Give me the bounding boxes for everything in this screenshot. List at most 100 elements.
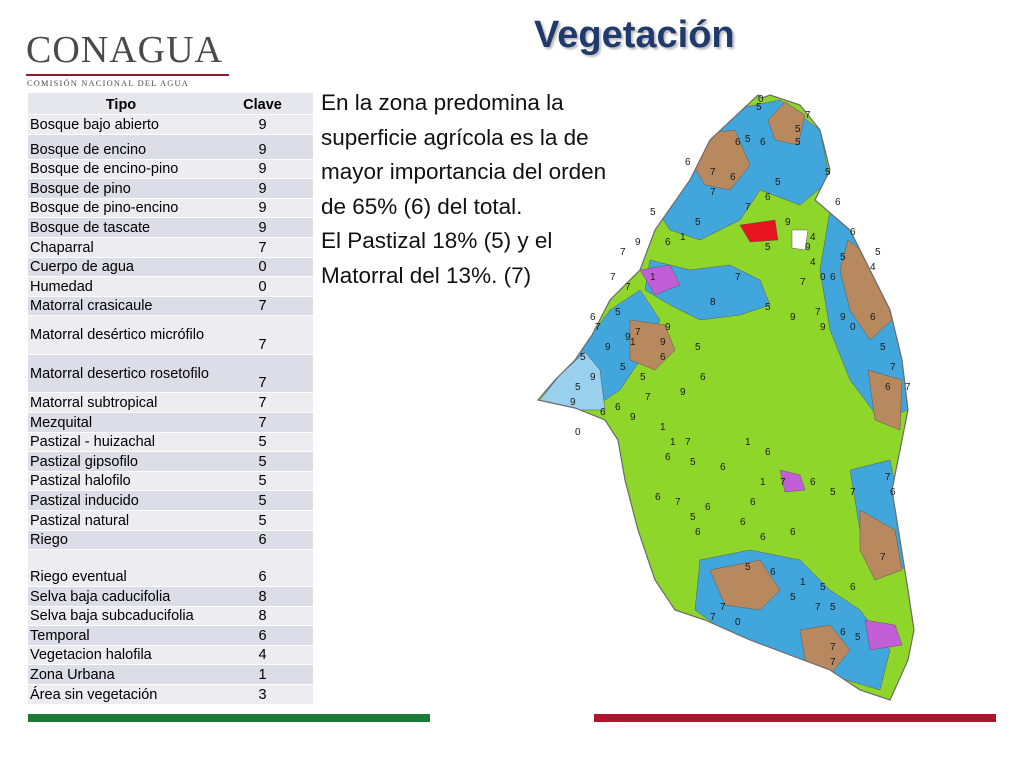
table-row: Selva baja subcaducifolia 8 [28,606,313,627]
map-zone-label: 6 [890,487,896,498]
slide-title: Vegetación [534,14,735,56]
map-outline [536,94,915,701]
map-zone-label: 6 [655,492,661,503]
cell-tipo: Matorral desertico rosetofilo [30,365,209,382]
cell-tipo: Riego eventual [30,569,127,586]
cell-tipo: Vegetacion halofila [30,647,152,664]
table-row: Matorral desértico micrófilo 7 [28,316,313,355]
map-zone-label: 6 [810,477,816,488]
conagua-logo: CONAGUA COMISIÓN NACIONAL DEL AGUA [26,30,231,92]
map-zone-label: 1 [745,437,751,448]
table-row: Zona Urbana 1 [28,665,313,686]
map-zone-label: 7 [805,110,811,121]
cell-tipo: Humedad [30,278,93,295]
map-zone-label: 5 [580,352,586,363]
map-zone-label: 9 [635,237,641,248]
map-zone-label: 7 [880,552,886,563]
description-paragraph-2: El Pastizal 18% (5) y el Matorral del 13… [321,228,553,288]
shrubland-east-2 [867,369,903,431]
map-zone-label: 6 [600,407,606,418]
map-zone-label: 6 [660,352,666,363]
map-zone-label: 5 [875,247,881,258]
map-zone-label: 6 [700,372,706,383]
map-zone-label: 6 [850,582,856,593]
cell-clave: 0 [258,278,267,295]
cell-tipo: Bosque de tascate [30,219,151,236]
cell-tipo: Riego [30,532,68,549]
cell-clave: 5 [258,453,267,470]
map-zone-label: 5 [615,307,621,318]
map-zone-label: 5 [790,592,796,603]
cell-tipo: Cuerpo de agua [30,259,134,276]
table-row: Mezquital 7 [28,412,313,433]
cell-clave: 5 [258,492,267,509]
map-zone-label: 6 [760,532,766,543]
map-zone-label: 8 [710,297,716,308]
table-row: Temporal 6 [28,626,313,646]
cell-clave: 7 [258,394,267,411]
map-zone-label: 5 [620,362,626,373]
map-zone-label: 5 [830,602,836,613]
table-row: Riego 6 [28,530,313,551]
map-zone-label: 6 [870,312,876,323]
table-row: Cuerpo de agua 0 [28,257,313,278]
map-zone-label: 7 [710,612,716,623]
table-row: Pastizal halofilo 5 [28,471,313,492]
map-zone-label: 0 [735,617,741,628]
map-zone-label: 0 [820,272,826,283]
table-row: Bosque de encino 9 [28,134,313,160]
map-zone-label: 0 [758,94,764,105]
map-zone-label: 7 [595,322,601,333]
cell-tipo: Bosque de pino-encino [30,200,179,217]
table-row: Bosque de pino 9 [28,179,313,199]
map-zone-label: 5 [795,124,801,135]
cell-clave: 6 [258,532,267,549]
map-zone-label: 6 [615,402,621,413]
cell-tipo: Bosque de pino [30,180,131,197]
cell-clave: 9 [258,219,267,236]
cell-clave: 9 [258,116,267,133]
map-zone-label: 7 [815,307,821,318]
map-zone-label: 5 [880,342,886,353]
table-row: Pastizal - huizachal 5 [28,432,313,453]
map-zone-label: 7 [735,272,741,283]
map-zone-label: 6 [835,197,841,208]
map-zone-label: 6 [850,227,856,238]
table-row: Pastizal natural 5 [28,510,313,531]
header-tipo: Tipo [105,97,137,113]
cell-clave: 9 [258,200,267,217]
cell-clave: 7 [258,298,267,315]
map-zone-label: 6 [685,157,691,168]
grassland-center [644,259,771,321]
map-zone-label: 7 [830,642,836,653]
map-zone-label: 5 [650,207,656,218]
cell-clave: 5 [258,473,267,490]
map-zone-label: 6 [665,452,671,463]
cell-tipo: Área sin vegetación [30,686,158,703]
footer-bar-green [28,714,430,722]
map-zone-label: 7 [800,277,806,288]
map-zone-label: 5 [695,342,701,353]
table-row: Pastizal gipsofilo 5 [28,452,313,472]
map-zone-label: 6 [590,312,596,323]
map-zone-label: 9 [660,337,666,348]
map-zone-label: 9 [570,397,576,408]
map-zone-label: 6 [765,192,771,203]
cell-tipo: Matorral subtropical [30,394,158,411]
header-clave: Clave [243,97,282,113]
table-row: Matorral crasicaule 7 [28,296,313,317]
map-zone-label: 1 [670,437,676,448]
table-row: Área sin vegetación 3 [28,685,313,705]
cell-tipo: Bosque de encino [30,141,147,158]
map-zone-label: 6 [740,517,746,528]
shrubland-west [629,319,676,371]
map-zone-label: 7 [610,272,616,283]
table-header: Tipo Clave [28,93,313,115]
map-zone-label: 5 [795,137,801,148]
cell-clave: 6 [258,569,267,586]
table-row: Chaparral 7 [28,237,313,258]
map-zone-label: 4 [810,257,816,268]
vegetation-table: Tipo Clave Bosque bajo abierto 9 Bosque de e… [28,93,313,705]
map-zone-label: 7 [780,477,786,488]
